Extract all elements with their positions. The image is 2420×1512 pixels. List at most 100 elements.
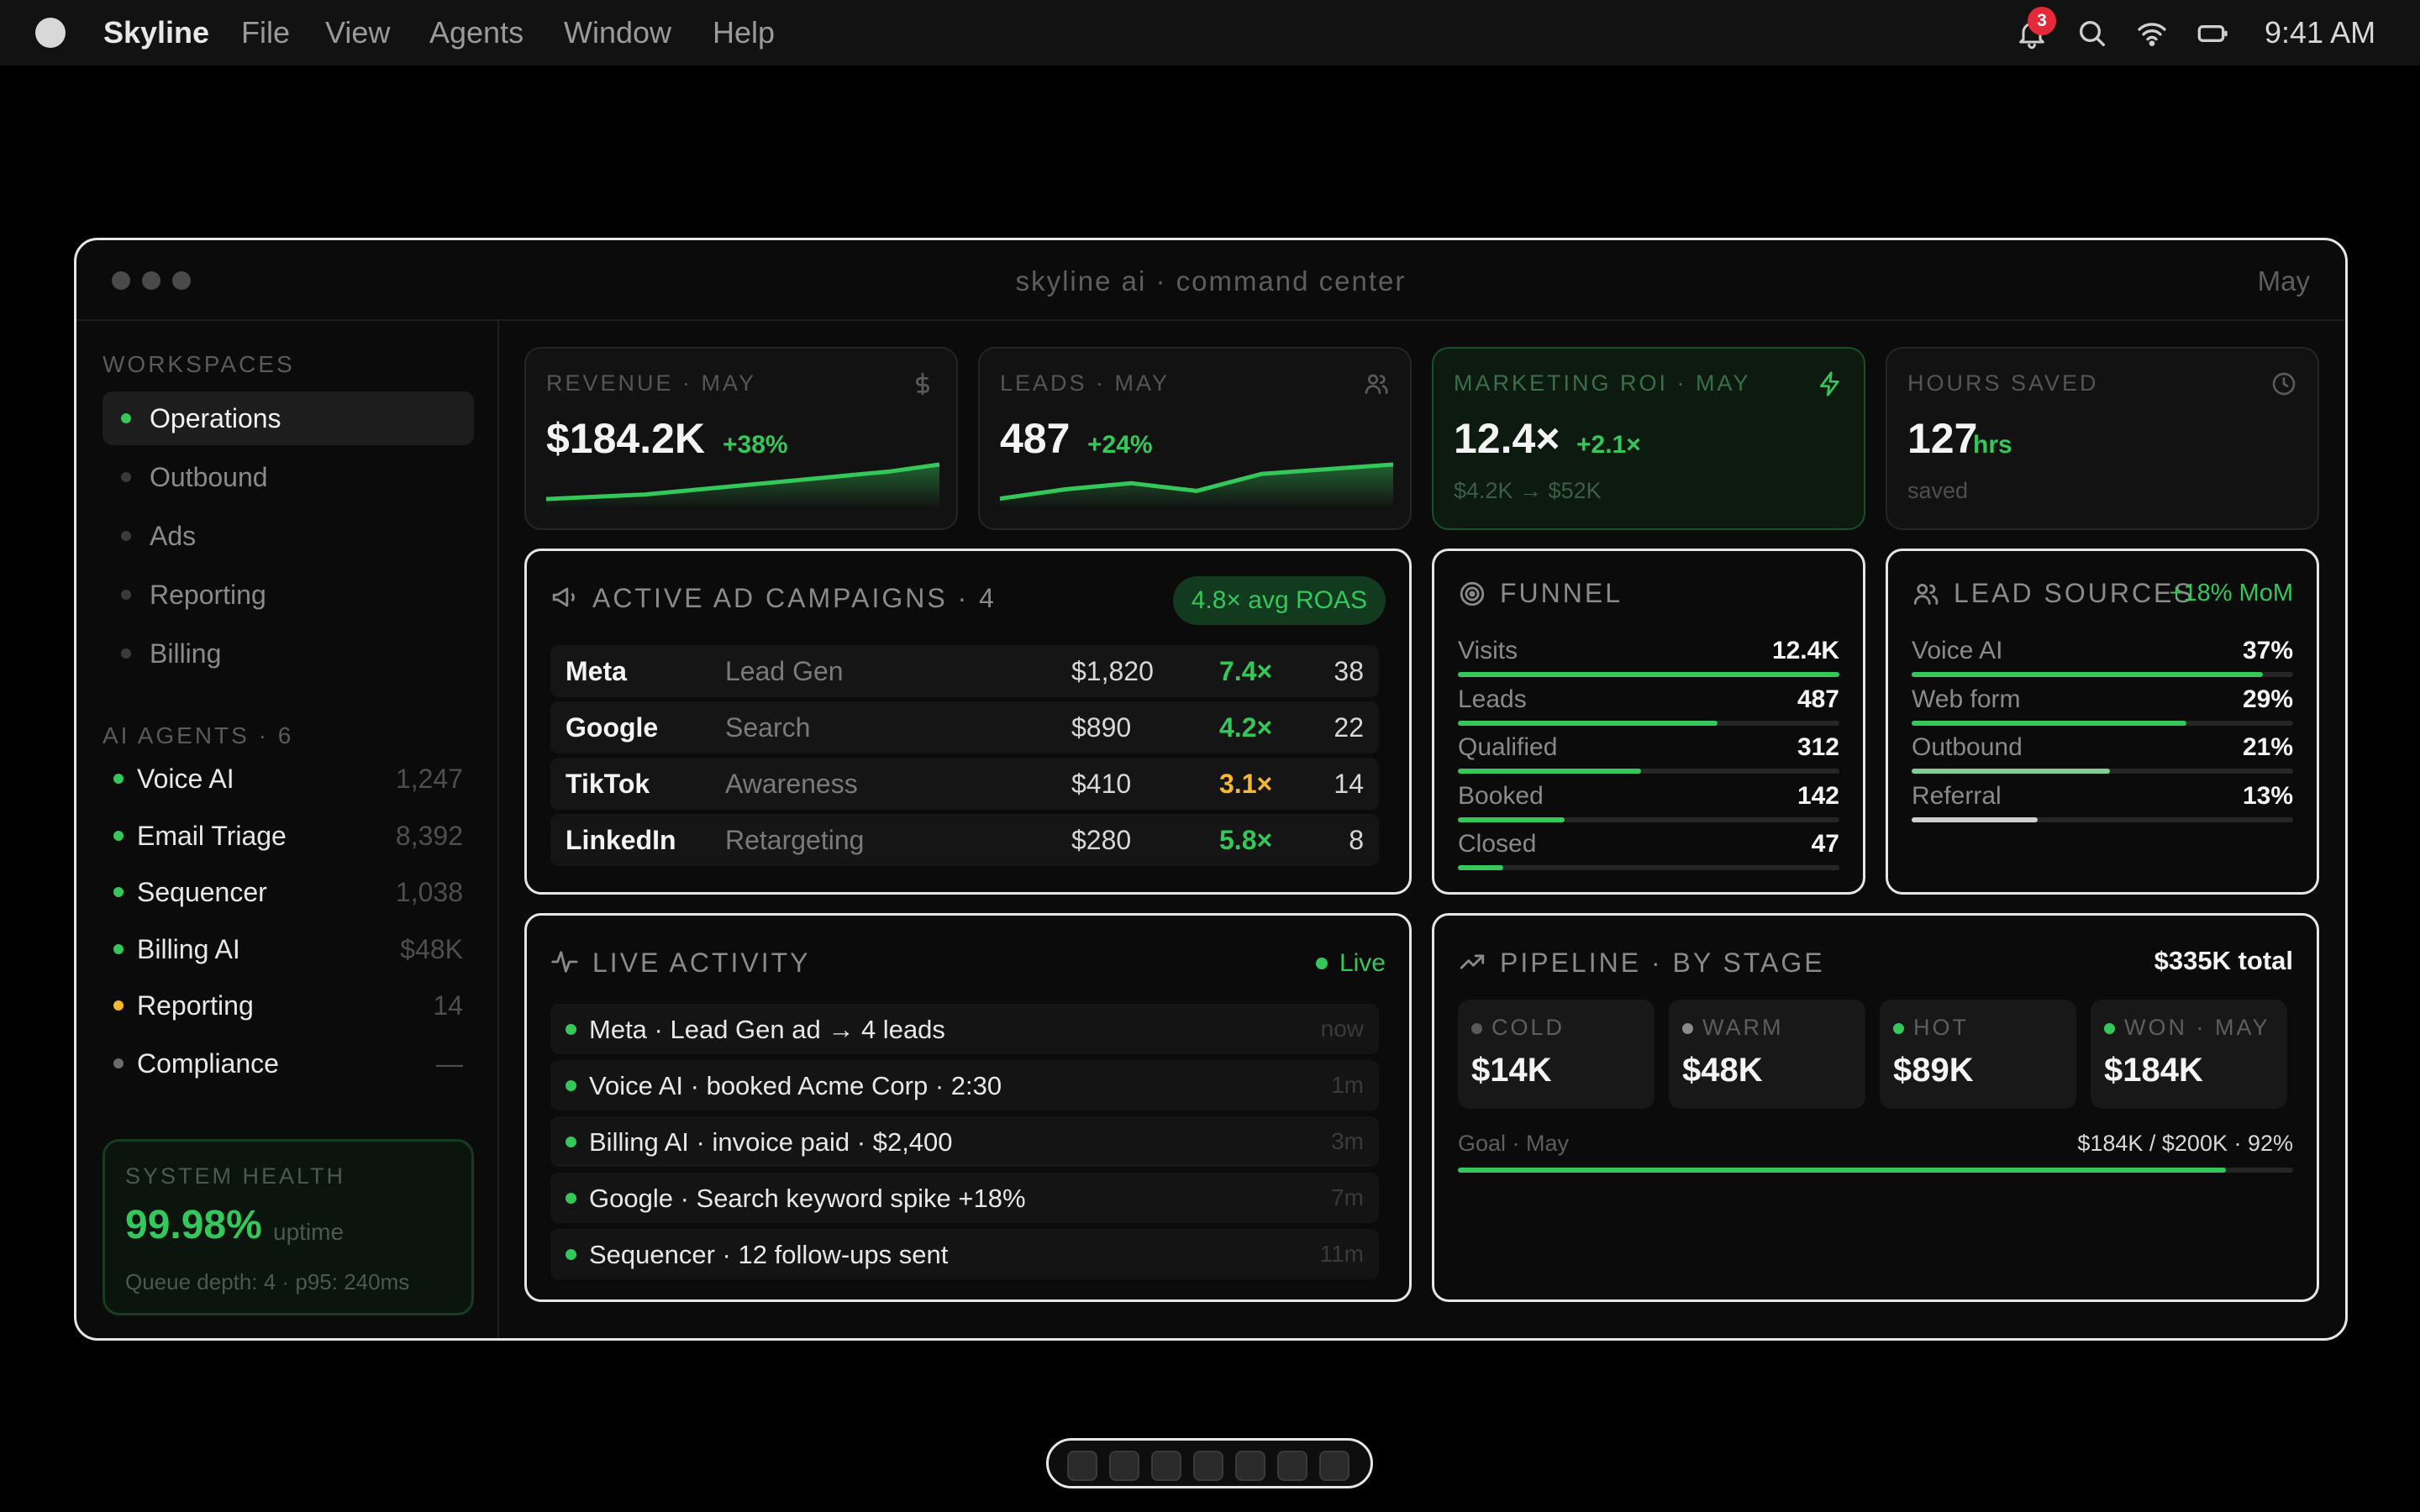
marketing-roi-card[interactable]: MARKETING ROI · MAY 12.4× +2.1× $4.2K → … [1432,347,1865,530]
source-row-voice-ai[interactable]: Voice AI 37% [1912,637,2293,685]
campaign-row[interactable]: LinkedIn Retargeting $280 5.8× 8 [550,814,1379,866]
agent-label: Sequencer [137,876,267,907]
funnel-row-closed[interactable]: Closed 47 [1458,830,1839,879]
menu-file[interactable]: File [241,15,291,50]
campaign-row[interactable]: TikTok Awareness $410 3.1× 14 [550,758,1379,810]
funnel-bar-fill [1458,865,1504,870]
roi-delta: +2.1× [1576,431,1641,459]
campaign-row[interactable]: Google Search $890 4.2× 22 [550,701,1379,753]
agent-email-triage[interactable]: Email Triage 8,392 [113,815,463,857]
zoom-window-button[interactable] [172,271,191,290]
stage-value: $89K [1893,1052,1974,1089]
app-name-menu[interactable]: Skyline [103,15,210,50]
menu-view[interactable]: View [325,15,391,50]
search-icon[interactable] [2075,17,2109,50]
system-health-card[interactable]: SYSTEM HEALTH 99.98% uptime Queue depth:… [103,1139,474,1315]
revenue-delta: +38% [723,431,788,459]
agent-billing-ai[interactable]: Billing AI $48K [113,928,463,970]
funnel-bar-fill [1458,721,1718,726]
window-titlebar[interactable]: skyline ai · command center May [76,240,2345,321]
workspace-bullet [121,413,131,423]
minimize-window-button[interactable] [142,271,160,290]
revenue-title: REVENUE · MAY [546,370,757,396]
apple-logo-icon[interactable] [35,18,66,48]
workspace-ads[interactable]: Ads [103,509,474,563]
battery-icon[interactable] [2196,17,2230,50]
workspace-label: Reporting [150,579,266,610]
menu-agents[interactable]: Agents [429,15,524,50]
hours-saved-card[interactable]: HOURS SAVED 127 hrs saved [1886,347,2319,530]
activity-text: Billing AI · invoice paid · $2,400 [589,1127,953,1157]
agent-label: Reporting [137,990,254,1021]
stage-cold[interactable]: COLD $14K [1458,1000,1655,1109]
dock-app-icon[interactable] [1277,1451,1307,1481]
wifi-icon[interactable] [2135,17,2169,50]
workspace-reporting[interactable]: Reporting [103,568,474,622]
dock-app-icon[interactable] [1067,1451,1097,1481]
agent-sequencer[interactable]: Sequencer 1,038 [113,871,463,913]
clock[interactable]: 9:41 AM [2265,15,2376,50]
source-row-outbound[interactable]: Outbound 21% [1912,733,2293,782]
hours-unit: hrs [1973,431,2012,459]
dock-app-icon[interactable] [1319,1451,1349,1481]
lead-sources-card: LEAD SOURCES +18% MoM Voice AI 37% Web f… [1886,549,2319,895]
dock-app-icon[interactable] [1151,1451,1181,1481]
source-row-web-form[interactable]: Web form 29% [1912,685,2293,734]
campaign-name: TikTok [566,769,650,799]
source-value: 37% [2242,637,2293,664]
activity-item[interactable]: Google · Search keyword spike +18% 7m [550,1173,1379,1223]
funnel-label: Visits [1458,637,1518,664]
source-value: 13% [2242,782,2293,810]
activity-item[interactable]: Billing AI · invoice paid · $2,400 3m [550,1116,1379,1167]
activity-item[interactable]: Voice AI · booked Acme Corp · 2:30 1m [550,1060,1379,1110]
sidebar: WORKSPACES Operations Outbound Ads Repor… [76,321,499,1338]
source-row-referral[interactable]: Referral 13% [1912,782,2293,831]
funnel-label: Qualified [1458,733,1558,761]
dock-app-icon[interactable] [1109,1451,1139,1481]
activity-dot [566,1137,576,1147]
dock-app-icon[interactable] [1193,1451,1223,1481]
funnel-row-booked[interactable]: Booked 142 [1458,782,1839,831]
ai-agents-heading: AI AGENTS · 6 [103,722,294,748]
leads-card[interactable]: LEADS · MAY 487 +24% [978,347,1412,530]
funnel-row-qualified[interactable]: Qualified 312 [1458,733,1839,782]
stage-name: HOT [1913,1015,1969,1040]
campaign-roas: 3.1× [1219,769,1273,799]
campaign-row[interactable]: Meta Lead Gen $1,820 7.4× 38 [550,645,1379,697]
stage-hot[interactable]: HOT $89K [1880,1000,2076,1109]
close-window-button[interactable] [112,271,130,290]
funnel-row-leads[interactable]: Leads 487 [1458,685,1839,734]
revenue-card[interactable]: REVENUE · MAY $184.2K +38% [524,347,958,530]
campaign-type: Awareness [725,769,858,799]
stage-name: COLD [1491,1015,1565,1040]
workspace-label: Outbound [150,461,268,492]
activity-pulse-icon [551,951,578,973]
campaign-leads: 38 [1334,656,1364,686]
agent-reporting[interactable]: Reporting 14 [113,984,463,1026]
menu-window[interactable]: Window [564,15,672,50]
agent-status-dot [113,774,124,784]
funnel-value: 47 [1811,830,1839,858]
activity-item[interactable]: Sequencer · 12 follow-ups sent 11m [550,1229,1379,1279]
stage-won[interactable]: WON · MAY $184K [2091,1000,2287,1109]
lead-sources-title: LEAD SOURCES [1954,578,2195,608]
workspace-operations[interactable]: Operations [103,391,474,445]
agent-compliance[interactable]: Compliance — [113,1042,463,1084]
stage-warm[interactable]: WARM $48K [1669,1000,1865,1109]
agent-count: 14 [433,990,463,1021]
roi-spend-return: $4.2K → $52K [1454,478,1602,503]
window-title: skyline ai · command center [1015,265,1407,297]
campaign-type: Lead Gen [725,656,844,686]
workspace-outbound[interactable]: Outbound [103,450,474,504]
window-month[interactable]: May [2257,265,2310,297]
menu-help[interactable]: Help [713,15,776,50]
leads-delta: +24% [1087,431,1153,459]
dock-app-icon[interactable] [1235,1451,1265,1481]
activity-item[interactable]: Meta · Lead Gen ad → 4 leads now [550,1004,1379,1054]
workspace-billing[interactable]: Billing [103,627,474,680]
agent-voice-ai[interactable]: Voice AI 1,247 [113,758,463,800]
funnel-row-visits[interactable]: Visits 12.4K [1458,637,1839,685]
sparkline-area [1000,465,1393,508]
activity-dot [566,1080,576,1091]
stage-value: $184K [2104,1052,2203,1089]
